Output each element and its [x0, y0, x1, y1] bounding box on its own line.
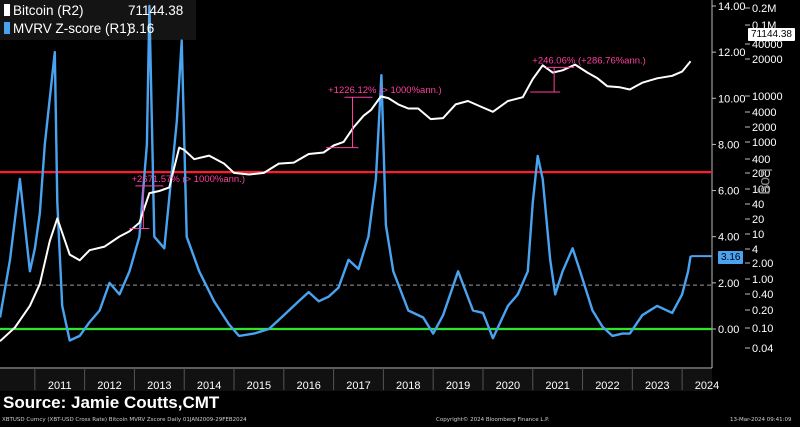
y-tick-label-r1-0: 14.00	[718, 1, 746, 13]
source-caption: Source: Jamie Coutts,CMT	[3, 393, 220, 412]
y-tick-label-r2-17: 0.40	[752, 289, 773, 301]
x-tick-label-2021: 2021	[545, 380, 569, 392]
series-line-bitcoin	[0, 60, 692, 342]
legend-swatch-zscore	[4, 22, 10, 34]
x-tick-label-2022: 2022	[595, 380, 619, 392]
price-last-tag: 71144.38	[748, 28, 795, 41]
y-tick-label-r2-6: 2000	[752, 122, 776, 134]
y-tick-label-r2-14: 4	[752, 244, 758, 256]
y-tick-label-r1-3: 8.00	[718, 139, 739, 151]
x-tick-label-2014: 2014	[197, 380, 221, 392]
x-axis-band	[0, 369, 712, 391]
annotation-label-2: +1226.12% (> 1000%ann.)	[328, 85, 442, 96]
x-tick-label-2018: 2018	[396, 380, 420, 392]
y-tick-label-r2-10: 100	[752, 184, 770, 196]
y-tick-label-r2-3: 20000	[752, 54, 783, 66]
series-line-zscore	[0, 4, 692, 342]
legend-value-zscore: 3.16	[128, 21, 155, 36]
zscore-last-tag: 3.16	[718, 251, 744, 264]
x-tick-label-2020: 2020	[496, 380, 520, 392]
x-tick-label-2023: 2023	[645, 380, 669, 392]
y-tick-label-r2-7: 1000	[752, 137, 776, 149]
x-tick-label-2019: 2019	[446, 380, 470, 392]
y-tick-label-r1-1: 12.00	[718, 47, 746, 59]
y-tick-label-r2-11: 40	[752, 199, 764, 211]
legend-label-zscore: MVRV Z-score (R1)	[13, 21, 132, 36]
y-tick-label-r2-2: 40000	[752, 39, 783, 51]
footer-left: XBTUSD Curncy (XBT-USD Cross Rate) Bitco…	[2, 417, 247, 423]
y-tick-label-r2-15: 2.00	[752, 258, 773, 270]
plot-area: +2671.57% (> 1000%ann.) +1226.12% (> 1000…	[0, 0, 783, 392]
x-tick-label-2015: 2015	[247, 380, 271, 392]
x-tick-label-2017: 2017	[346, 380, 370, 392]
legend-label-bitcoin: Bitcoin (R2)	[13, 3, 84, 18]
legend-item-zscore: MVRV Z-score (R1)	[4, 21, 131, 36]
x-tick-label-2013: 2013	[147, 380, 171, 392]
x-tick-label-2016: 2016	[296, 380, 320, 392]
y-tick-label-r2-8: 400	[752, 154, 770, 166]
footer-copyright: Copyright© 2024 Bloomberg Finance L.P.	[436, 417, 550, 423]
annotation-label-3: +246.06% (+286.76%ann.)	[532, 55, 646, 66]
x-tick-label-2012: 2012	[97, 380, 121, 392]
y-tick-label-r2-20: 0.04	[752, 343, 773, 355]
y-tick-label-r2-4: 10000	[752, 91, 783, 103]
y-tick-label-r2-19: 0.10	[752, 323, 773, 335]
y-tick-label-r2-18: 0.20	[752, 305, 773, 317]
y-tick-label-r1-4: 6.00	[718, 186, 739, 198]
y-tick-label-r2-16: 1.00	[752, 274, 773, 286]
annotation-label-1: +2671.57% (> 1000%ann.)	[131, 174, 245, 185]
y-tick-label-r2-12: 20	[752, 214, 764, 226]
log-scale-label: Log	[757, 168, 774, 195]
y-tick-label-r2-5: 4000	[752, 107, 776, 119]
y-tick-label-r1-6: 2.00	[718, 278, 739, 290]
y-tick-label-r2-13: 10	[752, 229, 764, 241]
y-tick-label-r1-5: 4.00	[718, 232, 739, 244]
legend-swatch-bitcoin	[4, 4, 10, 16]
footer-timestamp: 13-Mar-2024 09:41:09	[730, 417, 792, 423]
legend-value-bitcoin: 71144.38	[128, 3, 184, 18]
y-tick-label-r2-9: 200	[752, 168, 770, 180]
x-tick-label-2011: 2011	[48, 380, 72, 392]
legend: Bitcoin (R2) 71144.38 MVRV Z-score (R1) …	[0, 0, 196, 40]
y-tick-label-r2-0: 0.2M	[752, 3, 776, 15]
x-tick-label-2024: 2024	[695, 380, 719, 392]
y-tick-label-r1-7: 0.00	[718, 324, 739, 336]
legend-item-bitcoin: Bitcoin (R2)	[4, 3, 84, 18]
y-tick-label-r1-2: 10.00	[718, 93, 746, 105]
